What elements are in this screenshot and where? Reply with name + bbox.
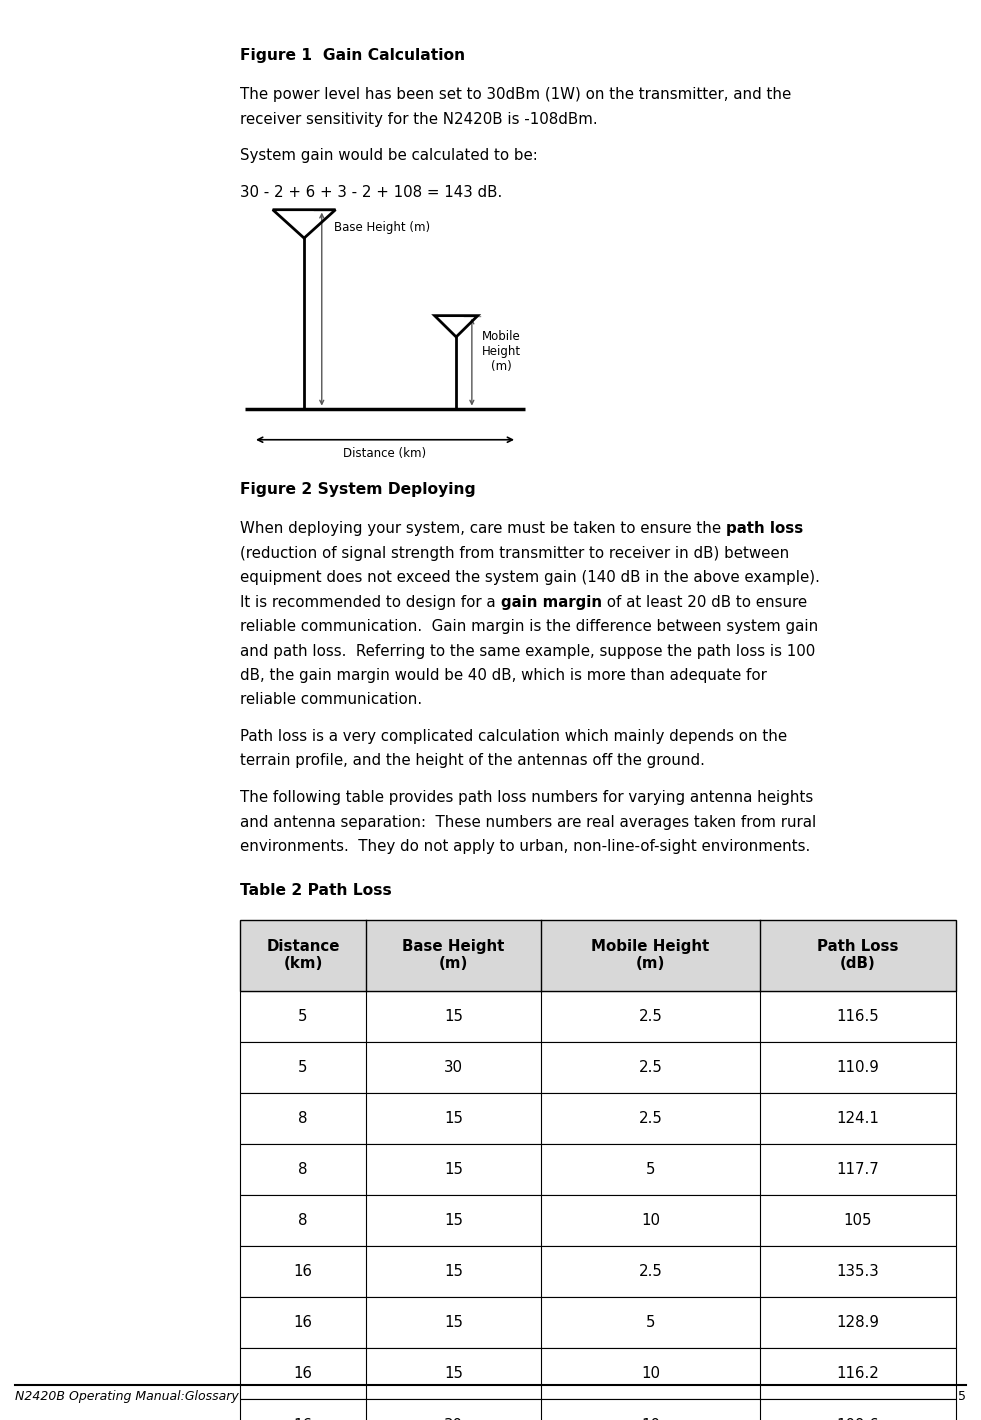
Bar	[240, 1400, 956, 1420]
Text: and path loss.  Referring to the same example, suppose the path loss is 100: and path loss. Referring to the same exa…	[240, 643, 815, 659]
Text: System gain would be calculated to be:: System gain would be calculated to be:	[240, 149, 539, 163]
Text: 10: 10	[641, 1213, 660, 1228]
Text: 5: 5	[645, 1315, 655, 1331]
Bar	[240, 920, 956, 991]
Text: equipment does not exceed the system gain (140 dB in the above example).: equipment does not exceed the system gai…	[240, 571, 820, 585]
Text: 5: 5	[958, 1390, 966, 1403]
Text: Figure 2 System Deploying: Figure 2 System Deploying	[240, 483, 476, 497]
Text: 30: 30	[443, 1059, 463, 1075]
Text: 30 - 2 + 6 + 3 - 2 + 108 = 143 dB.: 30 - 2 + 6 + 3 - 2 + 108 = 143 dB.	[240, 185, 502, 200]
Text: Path Loss
(dB): Path Loss (dB)	[817, 939, 899, 971]
Text: reliable communication.  Gain margin is the difference between system gain: reliable communication. Gain margin is t…	[240, 619, 818, 635]
Bar	[240, 1298, 956, 1349]
Text: Base Height
(m): Base Height (m)	[402, 939, 504, 971]
Text: 8: 8	[298, 1213, 308, 1228]
Text: When deploying your system, care must be taken to ensure the: When deploying your system, care must be…	[240, 521, 726, 537]
Text: 15: 15	[443, 1162, 463, 1177]
Text: 10: 10	[641, 1366, 660, 1382]
Text: 116.2: 116.2	[837, 1366, 879, 1382]
Bar	[240, 1349, 956, 1400]
Text: 15: 15	[443, 1264, 463, 1279]
Text: Mobile Height
(m): Mobile Height (m)	[592, 939, 709, 971]
Bar	[240, 1196, 956, 1247]
Text: environments.  They do not apply to urban, non-line-of-sight environments.: environments. They do not apply to urban…	[240, 839, 810, 853]
Text: and antenna separation:  These numbers are real averages taken from rural: and antenna separation: These numbers ar…	[240, 815, 816, 829]
Text: 128.9: 128.9	[837, 1315, 879, 1331]
Text: 117.7: 117.7	[837, 1162, 879, 1177]
Text: path loss: path loss	[726, 521, 803, 537]
Text: receiver sensitivity for the N2420B is -108dBm.: receiver sensitivity for the N2420B is -…	[240, 112, 598, 126]
Text: Mobile
Height
(m): Mobile Height (m)	[482, 329, 521, 373]
Bar	[240, 1042, 956, 1093]
Text: N2420B Operating Manual:Glossary: N2420B Operating Manual:Glossary	[15, 1390, 238, 1403]
Text: 15: 15	[443, 1110, 463, 1126]
Text: 10: 10	[641, 1417, 660, 1420]
Bar	[240, 1145, 956, 1196]
Bar	[240, 1093, 956, 1145]
Text: 2.5: 2.5	[639, 1059, 662, 1075]
Text: reliable communication.: reliable communication.	[240, 693, 423, 707]
Text: 15: 15	[443, 1213, 463, 1228]
Text: 5: 5	[298, 1008, 308, 1024]
Text: 116.5: 116.5	[837, 1008, 879, 1024]
Text: dB, the gain margin would be 40 dB, which is more than adequate for: dB, the gain margin would be 40 dB, whic…	[240, 667, 767, 683]
Text: 109.6: 109.6	[837, 1417, 879, 1420]
Text: 2.5: 2.5	[639, 1110, 662, 1126]
Bar	[240, 991, 956, 1042]
Text: 5: 5	[645, 1162, 655, 1177]
Text: 8: 8	[298, 1110, 308, 1126]
Text: of at least 20 dB to ensure: of at least 20 dB to ensure	[601, 595, 806, 609]
Text: Table 2 Path Loss: Table 2 Path Loss	[240, 883, 392, 897]
Text: 16: 16	[293, 1264, 313, 1279]
Bar	[240, 1247, 956, 1298]
Text: 105: 105	[844, 1213, 872, 1228]
Text: 15: 15	[443, 1008, 463, 1024]
Text: 15: 15	[443, 1315, 463, 1331]
Text: Distance
(km): Distance (km)	[266, 939, 339, 971]
Text: 110.9: 110.9	[837, 1059, 879, 1075]
Text: The power level has been set to 30dBm (1W) on the transmitter, and the: The power level has been set to 30dBm (1…	[240, 88, 792, 102]
Text: 2.5: 2.5	[639, 1008, 662, 1024]
Text: 16: 16	[293, 1366, 313, 1382]
Text: 30: 30	[443, 1417, 463, 1420]
Text: 16: 16	[293, 1315, 313, 1331]
Text: Figure 1  Gain Calculation: Figure 1 Gain Calculation	[240, 48, 465, 64]
Text: 2.5: 2.5	[639, 1264, 662, 1279]
Text: 5: 5	[298, 1059, 308, 1075]
Text: 135.3: 135.3	[837, 1264, 879, 1279]
Text: Base Height (m): Base Height (m)	[334, 222, 430, 234]
Text: 8: 8	[298, 1162, 308, 1177]
Text: Path loss is a very complicated calculation which mainly depends on the: Path loss is a very complicated calculat…	[240, 728, 788, 744]
Text: 16: 16	[293, 1417, 313, 1420]
Text: 15: 15	[443, 1366, 463, 1382]
Text: terrain profile, and the height of the antennas off the ground.: terrain profile, and the height of the a…	[240, 754, 705, 768]
Text: (reduction of signal strength from transmitter to receiver in dB) between: (reduction of signal strength from trans…	[240, 545, 790, 561]
Text: 124.1: 124.1	[837, 1110, 879, 1126]
Text: gain margin: gain margin	[500, 595, 601, 609]
Text: The following table provides path loss numbers for varying antenna heights: The following table provides path loss n…	[240, 790, 813, 805]
Text: Distance (km): Distance (km)	[343, 447, 427, 460]
Text: It is recommended to design for a: It is recommended to design for a	[240, 595, 500, 609]
